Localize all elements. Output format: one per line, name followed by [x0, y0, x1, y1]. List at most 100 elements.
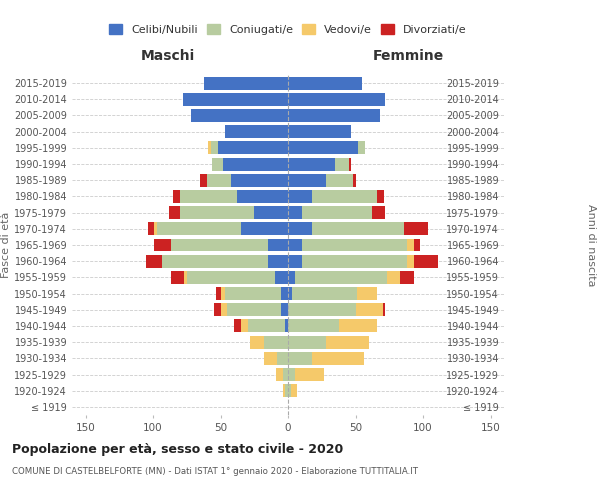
Bar — [154, 238, 170, 252]
Bar — [214, 304, 221, 316]
Bar — [407, 238, 413, 252]
Bar — [404, 222, 428, 235]
Bar — [180, 206, 254, 219]
Bar — [288, 125, 352, 138]
Bar — [204, 76, 288, 90]
Bar — [241, 222, 288, 235]
Bar — [377, 190, 384, 203]
Bar — [248, 320, 286, 332]
Bar — [234, 320, 241, 332]
Bar — [340, 320, 377, 332]
Bar — [292, 287, 357, 300]
Bar — [288, 287, 292, 300]
Bar — [275, 271, 288, 284]
Bar — [288, 174, 326, 186]
Bar — [290, 384, 298, 397]
Bar — [288, 320, 340, 332]
Text: Anni di nascita: Anni di nascita — [586, 204, 596, 286]
Bar — [169, 206, 180, 219]
Bar — [208, 142, 211, 154]
Bar — [335, 158, 349, 170]
Bar — [224, 125, 288, 138]
Bar — [288, 142, 358, 154]
Bar — [383, 304, 385, 316]
Bar — [207, 174, 232, 186]
Bar — [288, 109, 380, 122]
Bar — [288, 336, 326, 348]
Bar — [288, 368, 295, 381]
Bar — [288, 76, 362, 90]
Bar — [191, 109, 288, 122]
Bar — [268, 238, 288, 252]
Bar — [184, 271, 187, 284]
Bar — [227, 304, 281, 316]
Bar — [211, 142, 218, 154]
Bar — [163, 254, 268, 268]
Bar — [218, 142, 288, 154]
Bar — [268, 254, 288, 268]
Bar — [288, 238, 302, 252]
Bar — [313, 352, 364, 365]
Bar — [288, 93, 385, 106]
Bar — [326, 336, 369, 348]
Bar — [200, 174, 207, 186]
Bar — [223, 158, 288, 170]
Bar — [326, 174, 353, 186]
Bar — [221, 304, 227, 316]
Bar — [217, 287, 221, 300]
Bar — [353, 174, 355, 186]
Bar — [286, 384, 288, 397]
Bar — [288, 352, 313, 365]
Bar — [358, 142, 365, 154]
Bar — [413, 254, 438, 268]
Text: Maschi: Maschi — [141, 48, 195, 62]
Bar — [276, 368, 283, 381]
Bar — [283, 384, 286, 397]
Bar — [264, 336, 288, 348]
Bar — [277, 352, 288, 365]
Bar — [286, 320, 288, 332]
Bar — [355, 304, 383, 316]
Bar — [250, 336, 264, 348]
Bar — [288, 158, 335, 170]
Bar — [173, 190, 180, 203]
Legend: Celibi/Nubili, Coniugati/e, Vedovi/e, Divorziati/e: Celibi/Nubili, Coniugati/e, Vedovi/e, Di… — [105, 20, 471, 39]
Bar — [236, 190, 288, 203]
Bar — [357, 287, 377, 300]
Bar — [372, 206, 385, 219]
Bar — [288, 190, 313, 203]
Bar — [221, 287, 224, 300]
Bar — [154, 222, 157, 235]
Bar — [182, 93, 288, 106]
Bar — [288, 254, 302, 268]
Bar — [407, 254, 413, 268]
Bar — [295, 368, 325, 381]
Bar — [180, 190, 236, 203]
Bar — [212, 158, 223, 170]
Bar — [400, 271, 413, 284]
Bar — [288, 206, 302, 219]
Y-axis label: Fasce di età: Fasce di età — [1, 212, 11, 278]
Bar — [288, 222, 313, 235]
Bar — [349, 158, 352, 170]
Bar — [288, 384, 290, 397]
Bar — [313, 190, 377, 203]
Text: Femmine: Femmine — [373, 48, 443, 62]
Bar — [302, 254, 407, 268]
Bar — [288, 271, 295, 284]
Bar — [157, 222, 241, 235]
Bar — [295, 271, 386, 284]
Bar — [281, 287, 288, 300]
Bar — [386, 271, 400, 284]
Bar — [224, 287, 281, 300]
Bar — [170, 271, 184, 284]
Bar — [302, 238, 407, 252]
Bar — [281, 304, 288, 316]
Bar — [264, 352, 277, 365]
Text: Popolazione per età, sesso e stato civile - 2020: Popolazione per età, sesso e stato civil… — [12, 442, 343, 456]
Bar — [146, 254, 163, 268]
Bar — [241, 320, 248, 332]
Bar — [288, 304, 355, 316]
Bar — [283, 368, 288, 381]
Bar — [170, 238, 268, 252]
